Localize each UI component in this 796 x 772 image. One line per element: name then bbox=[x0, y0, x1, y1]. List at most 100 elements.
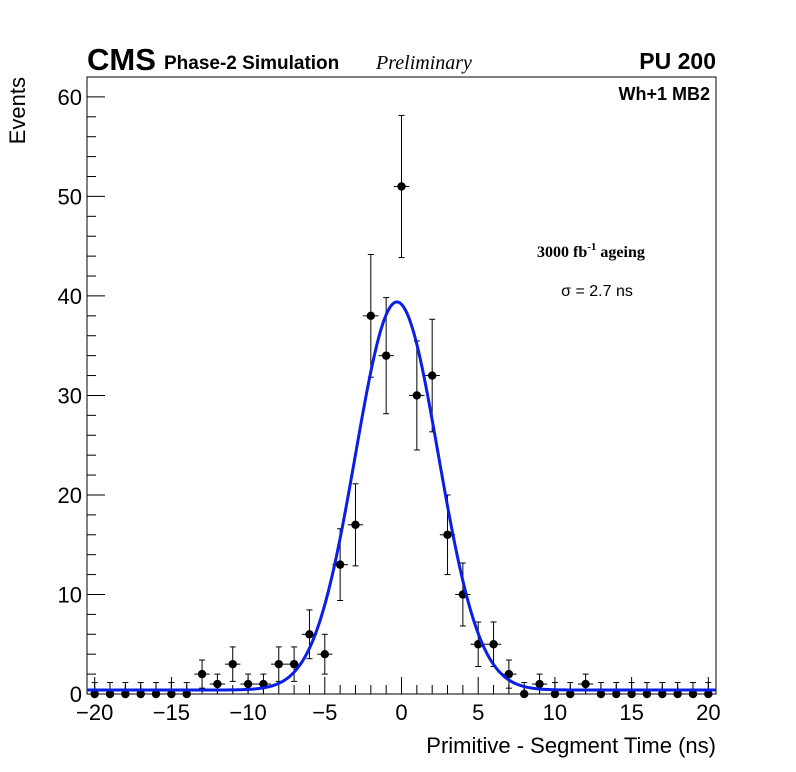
station-label: Wh+1 MB2 bbox=[618, 84, 710, 104]
data-marker bbox=[427, 371, 437, 380]
data-point bbox=[271, 646, 287, 682]
data-marker bbox=[305, 630, 314, 639]
data-point bbox=[623, 682, 640, 699]
data-point bbox=[163, 682, 180, 699]
data-point bbox=[562, 682, 578, 699]
y-tick-label: 30 bbox=[58, 383, 82, 408]
data-marker bbox=[151, 689, 161, 699]
data-marker bbox=[136, 689, 145, 699]
data-marker bbox=[320, 649, 329, 659]
data-marker bbox=[688, 689, 698, 699]
data-point bbox=[363, 253, 379, 378]
data-point bbox=[485, 621, 502, 667]
data-point bbox=[133, 682, 149, 699]
data-point bbox=[286, 646, 302, 682]
fit-curve-group bbox=[87, 300, 716, 692]
data-point bbox=[317, 633, 333, 675]
y-tick-label: 0 bbox=[70, 682, 82, 707]
data-point bbox=[148, 682, 164, 699]
data-marker bbox=[289, 659, 299, 669]
data-point bbox=[501, 659, 517, 689]
data-marker bbox=[443, 530, 452, 539]
data-point bbox=[669, 682, 686, 699]
y-axis: 0 10 20 30 40 50 60 bbox=[58, 76, 105, 707]
data-marker bbox=[397, 182, 406, 191]
data-marker bbox=[673, 689, 682, 699]
data-point bbox=[455, 562, 471, 627]
data-point bbox=[87, 682, 103, 699]
data-marker bbox=[704, 689, 713, 699]
ageing-exponent: -1 bbox=[587, 241, 596, 253]
y-axis-title: Events bbox=[5, 77, 30, 144]
x-tick-label: −5 bbox=[312, 700, 337, 725]
data-point bbox=[547, 682, 563, 699]
data-point bbox=[347, 483, 364, 567]
y-tick-label: 50 bbox=[58, 184, 82, 209]
ageing-label: 3000 fb-1 ageing bbox=[537, 241, 645, 261]
data-marker bbox=[182, 689, 191, 699]
data-marker bbox=[596, 689, 606, 699]
data-point bbox=[685, 682, 701, 699]
data-point bbox=[593, 682, 609, 699]
data-marker bbox=[381, 351, 391, 360]
x-axis-title: Primitive - Segment Time (ns) bbox=[426, 733, 716, 758]
data-marker bbox=[335, 560, 345, 569]
data-point bbox=[608, 682, 624, 699]
data-point bbox=[179, 682, 195, 699]
data-marker bbox=[197, 669, 207, 679]
x-tick-label: 20 bbox=[696, 700, 720, 725]
data-marker bbox=[535, 679, 544, 689]
fit-curve bbox=[87, 300, 716, 692]
data-marker bbox=[520, 689, 529, 699]
ageing-suffix: ageing bbox=[596, 244, 644, 261]
data-marker bbox=[213, 679, 222, 689]
data-point bbox=[577, 673, 594, 695]
data-point bbox=[531, 673, 548, 695]
x-tick-label: −20 bbox=[76, 700, 113, 725]
y-tick-label: 10 bbox=[58, 582, 82, 607]
ageing-value: 3000 fb bbox=[537, 244, 587, 261]
data-marker bbox=[121, 689, 130, 699]
y-tick-label: 20 bbox=[58, 483, 82, 508]
data-point bbox=[255, 673, 272, 695]
data-point bbox=[516, 682, 532, 699]
data-point bbox=[117, 682, 134, 699]
x-tick-label: 10 bbox=[543, 700, 567, 725]
data-marker bbox=[105, 689, 115, 699]
data-point bbox=[225, 646, 241, 682]
cms-label: CMS bbox=[87, 42, 156, 77]
data-marker bbox=[627, 689, 636, 699]
data-marker bbox=[566, 689, 575, 699]
data-marker bbox=[243, 679, 253, 689]
y-tick-label: 60 bbox=[58, 85, 82, 110]
data-marker bbox=[412, 391, 422, 400]
data-marker bbox=[642, 689, 652, 699]
data-marker bbox=[274, 659, 283, 669]
x-tick-label: 15 bbox=[619, 700, 643, 725]
data-marker bbox=[90, 689, 99, 699]
sigma-label: σ = 2.7 ns bbox=[561, 283, 633, 300]
data-marker bbox=[581, 679, 590, 689]
x-tick-label: −15 bbox=[153, 700, 190, 725]
y-tick-label: 40 bbox=[58, 284, 82, 309]
data-point bbox=[700, 682, 716, 699]
phase2-simulation-label: Phase-2 Simulation bbox=[164, 53, 339, 74]
data-point bbox=[102, 682, 118, 699]
x-tick-label: −10 bbox=[229, 700, 266, 725]
data-marker bbox=[167, 689, 176, 699]
data-marker bbox=[228, 659, 237, 669]
data-marker bbox=[504, 669, 514, 679]
x-axis: −20 −15 −10 −5 0 5 10 15 20 bbox=[76, 677, 721, 725]
data-points bbox=[87, 114, 716, 699]
data-marker bbox=[658, 689, 667, 699]
data-point bbox=[639, 682, 655, 699]
data-marker bbox=[351, 520, 360, 530]
preliminary-label: Preliminary bbox=[375, 52, 472, 74]
data-point bbox=[194, 659, 210, 689]
data-marker bbox=[612, 689, 621, 699]
data-point bbox=[409, 340, 425, 451]
x-tick-label: 5 bbox=[472, 700, 484, 725]
data-marker bbox=[550, 689, 560, 699]
pileup-label: PU 200 bbox=[639, 48, 716, 74]
